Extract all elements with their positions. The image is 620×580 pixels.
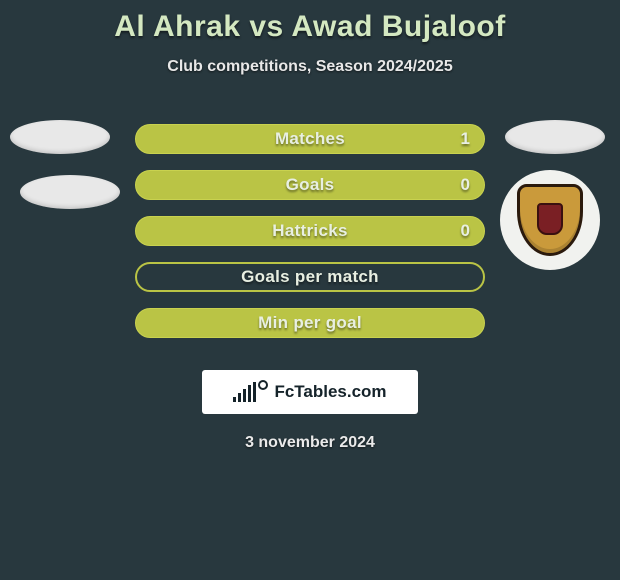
date-stamp: 3 november 2024 [0,434,620,452]
stat-row-matches: 1 Matches 1 [0,118,620,164]
brand-ball-icon [258,380,268,390]
brand-text: FcTables.com [274,382,386,402]
stat-label: Goals [286,175,335,195]
page-title: Al Ahrak vs Awad Bujaloof [0,0,620,44]
stat-bar: Matches [135,124,485,154]
stat-value-right: 1 [461,124,470,154]
stat-label: Matches [275,129,345,149]
stat-value-right: 0 [461,216,470,246]
stat-bar: Hattricks [135,216,485,246]
stat-bar: Goals per match [135,262,485,292]
stat-label: Hattricks [272,221,347,241]
stat-row-min-per-goal: Min per goal [0,302,620,348]
stat-label: Min per goal [258,313,362,333]
stat-row-hattricks: 0 Hattricks 0 [0,210,620,256]
stat-value-right: 0 [461,170,470,200]
page-subtitle: Club competitions, Season 2024/2025 [0,58,620,76]
stat-bar: Goals [135,170,485,200]
stat-rows: 1 Matches 1 0 Goals 0 0 Hattricks 0 Goal… [0,118,620,348]
comparison-card: Al Ahrak vs Awad Bujaloof Club competiti… [0,0,620,580]
stat-label: Goals per match [241,267,379,287]
brand-bars-icon [233,382,256,402]
stat-row-goals-per-match: Goals per match [0,256,620,302]
stat-bar: Min per goal [135,308,485,338]
stat-row-goals: 0 Goals 0 [0,164,620,210]
brand-link[interactable]: FcTables.com [202,370,418,414]
